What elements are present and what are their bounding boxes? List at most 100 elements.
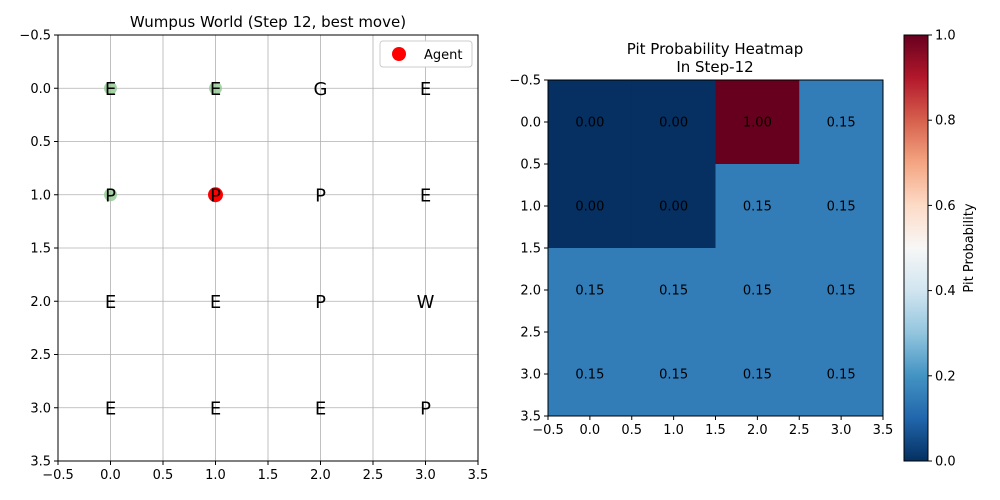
heatmap-y-tick-label: 3.5 <box>520 410 541 425</box>
visited-cell-marker <box>209 81 222 95</box>
heatmap-subtitle: In Step-12 <box>676 58 753 76</box>
x-tick-label: −0.5 <box>42 468 74 483</box>
colorbar-tick-label: 0.4 <box>935 284 956 299</box>
x-tick-label: 0.5 <box>153 468 174 483</box>
cell-label: P <box>315 292 326 313</box>
heatmap-x-tick-label: 1.0 <box>663 423 684 438</box>
heatmap-cell-label: 0.15 <box>827 368 856 383</box>
heatmap-cell <box>715 80 800 165</box>
cell-label: E <box>420 79 431 100</box>
cell-labels: E E G E P P P E E E P W E E E P <box>105 79 435 420</box>
heatmap-cell-label: 0.15 <box>743 200 772 215</box>
y-tick-label: 1.0 <box>30 188 51 203</box>
colorbar: 0.0 0.2 0.4 0.6 0.8 1.0 Pit Probability <box>903 29 977 470</box>
heatmap-cell-label: 1.00 <box>743 116 772 131</box>
left-y-axis: −0.5 0.0 0.5 1.0 1.5 2.0 2.5 3.0 3.5 <box>19 29 58 470</box>
heatmap-cell-label: 0.00 <box>575 116 604 131</box>
cell-label: G <box>314 79 328 100</box>
y-tick-label: −0.5 <box>19 29 51 44</box>
cell-label: E <box>210 79 221 100</box>
heatmap-y-tick-label: 1.0 <box>520 200 541 215</box>
wumpus-world-plot: Wumpus World (Step 12, best move) E E G E P P… <box>19 13 488 483</box>
colorbar-tick-label: 0.6 <box>935 199 956 214</box>
visited-cell-marker <box>104 188 117 202</box>
legend-label-agent: Agent <box>424 48 462 63</box>
cell-label: P <box>420 398 431 419</box>
cell-label: E <box>105 79 116 100</box>
heatmap-cell-label: 0.15 <box>575 368 604 383</box>
heatmap-cell-label: 0.15 <box>575 284 604 299</box>
heatmap-x-tick-label: 2.5 <box>789 423 810 438</box>
y-tick-label: 3.5 <box>30 455 51 470</box>
heatmap-cell <box>715 164 800 249</box>
heatmap-x-tick-label: 0.0 <box>580 423 601 438</box>
cell-label: P <box>315 185 326 206</box>
y-tick-label: 3.0 <box>30 401 51 416</box>
heatmap-y-tick-label: 0.0 <box>520 116 541 131</box>
heatmap-cell <box>631 248 716 333</box>
y-tick-label: 0.5 <box>30 135 51 150</box>
heatmap-x-tick-label: 0.5 <box>621 423 642 438</box>
heatmap-cell <box>631 80 716 165</box>
heatmap-cell-label: 0.15 <box>743 368 772 383</box>
heatmap-cell-label: 0.15 <box>827 200 856 215</box>
y-tick-label: 2.5 <box>30 348 51 363</box>
colorbar-label: Pit Probability <box>962 203 977 292</box>
heatmap-cell-label: 0.00 <box>659 200 688 215</box>
colorbar-ticks: 0.0 0.2 0.4 0.6 0.8 1.0 <box>928 29 956 470</box>
heatmap-cells <box>548 80 884 417</box>
agent-marker-group <box>208 187 223 203</box>
heatmap-y-tick-label: 2.0 <box>520 284 541 299</box>
heatmap-cell <box>715 248 800 333</box>
heatmap-cell-label: 0.15 <box>827 284 856 299</box>
x-tick-label: 2.0 <box>310 468 331 483</box>
heatmap-x-axis: −0.5 0.0 0.5 1.0 1.5 2.0 2.5 3.0 3.5 <box>532 416 893 438</box>
heatmap-y-tick-label: 3.0 <box>520 368 541 383</box>
legend-agent-marker <box>392 47 406 61</box>
heatmap-y-tick-label: 0.5 <box>520 158 541 173</box>
heatmap-x-tick-label: 1.5 <box>705 423 726 438</box>
left-chart-title: Wumpus World (Step 12, best move) <box>130 13 406 31</box>
heatmap-cell-label: 0.00 <box>575 200 604 215</box>
cell-label: P <box>105 185 116 206</box>
pit-probability-heatmap: Pit Probability Heatmap In Step-12 0.00 0… <box>509 40 893 438</box>
cell-label: E <box>210 398 221 419</box>
x-tick-label: 0.0 <box>100 468 121 483</box>
heatmap-cell <box>548 80 633 165</box>
heatmap-cell <box>631 332 716 417</box>
heatmap-cell-label: 0.15 <box>743 284 772 299</box>
cell-label: E <box>105 398 116 419</box>
heatmap-y-tick-label: 2.5 <box>520 326 541 341</box>
colorbar-tick-label: 0.8 <box>935 114 956 129</box>
y-tick-label: 1.5 <box>30 242 51 257</box>
visited-cell-marker <box>104 81 117 95</box>
x-tick-label: 2.5 <box>363 468 384 483</box>
legend: Agent <box>379 40 473 68</box>
heatmap-cell <box>799 332 884 417</box>
cell-label: E <box>315 398 326 419</box>
colorbar-tick-label: 0.2 <box>935 369 956 384</box>
heatmap-cell <box>715 332 800 417</box>
x-tick-label: 1.0 <box>205 468 226 483</box>
cell-label: W <box>417 292 435 313</box>
y-tick-label: 2.0 <box>30 295 51 310</box>
left-grid <box>57 34 479 462</box>
heatmap-cell <box>799 164 884 249</box>
heatmap-x-tick-label: −0.5 <box>532 423 564 438</box>
heatmap-cell <box>631 164 716 249</box>
heatmap-y-axis: −0.5 0.0 0.5 1.0 1.5 2.0 2.5 3.0 3.5 <box>509 74 548 425</box>
cell-label: E <box>105 292 116 313</box>
heatmap-y-tick-label: 1.5 <box>520 242 541 257</box>
heatmap-cell <box>548 332 633 417</box>
heatmap-cell <box>548 248 633 333</box>
visited-cells <box>104 81 222 202</box>
cell-label: E <box>420 185 431 206</box>
heatmap-cell <box>799 248 884 333</box>
heatmap-x-tick-label: 3.0 <box>831 423 852 438</box>
heatmap-x-tick-label: 2.0 <box>747 423 768 438</box>
heatmap-value-labels: 0.00 0.00 1.00 0.15 0.00 0.00 0.15 0.15 0.15 0.15… <box>575 116 855 383</box>
heatmap-cell-label: 0.00 <box>659 116 688 131</box>
legend-box <box>379 40 473 68</box>
heatmap-cell <box>799 80 884 165</box>
